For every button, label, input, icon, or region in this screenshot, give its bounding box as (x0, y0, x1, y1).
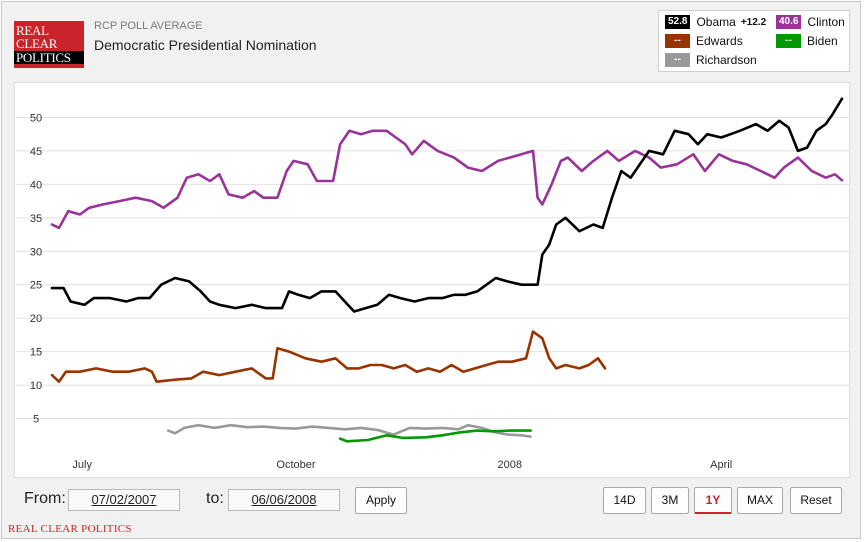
legend-item-biden[interactable]: -- Biden (776, 34, 838, 48)
series-line-edwards (50, 330, 607, 384)
legend-item-clinton[interactable]: 40.6 Clinton (776, 15, 845, 29)
legend-value-edwards: -- (665, 34, 690, 48)
legend-item-richardson[interactable]: -- Richardson (665, 53, 757, 67)
series-line-obama (50, 97, 844, 313)
x-tick-label-april: April (710, 459, 732, 471)
logo-line-1: REAL (16, 23, 49, 38)
range-14d-button[interactable]: 14D (603, 487, 646, 514)
y-tick-label-20: 20 (30, 313, 42, 325)
reset-button[interactable]: Reset (790, 487, 842, 514)
y-tick-label-5: 5 (33, 414, 39, 426)
from-date-input[interactable]: 07/02/2007 (68, 489, 180, 511)
y-tick-label-30: 30 (30, 246, 42, 258)
range-1y-button[interactable]: 1Y (694, 487, 732, 514)
chart-title: Democratic Presidential Nomination (94, 37, 317, 53)
legend-label-clinton: Clinton (807, 15, 845, 29)
legend-value-obama: 52.8 (665, 15, 691, 29)
series-line-clinton (50, 129, 844, 230)
range-max-button[interactable]: MAX (737, 487, 783, 514)
rcp-logo[interactable]: REAL CLEAR POLITICS (14, 21, 84, 68)
to-label: to: (206, 490, 224, 507)
range-3m-button[interactable]: 3M (651, 487, 689, 514)
apply-button[interactable]: Apply (355, 487, 407, 514)
legend-label-obama: Obama (696, 15, 736, 29)
y-tick-label-15: 15 (30, 347, 42, 359)
to-date-input[interactable]: 06/06/2008 (228, 489, 340, 511)
y-tick-label-45: 45 (30, 146, 42, 158)
y-tick-label-10: 10 (30, 380, 42, 392)
logo-line-2: CLEAR (16, 36, 58, 51)
y-tick-label-25: 25 (30, 280, 42, 292)
legend-item-edwards[interactable]: -- Edwards (665, 34, 743, 48)
poll-average-label: RCP POLL AVERAGE (94, 20, 203, 32)
logo-line-3: POLITICS (14, 51, 84, 64)
legend-value-clinton: 40.6 (776, 15, 802, 29)
from-label: From: (24, 490, 66, 507)
legend-value-biden: -- (776, 34, 801, 48)
legend-value-richardson: -- (665, 53, 690, 67)
legend-item-obama[interactable]: 52.8 Obama +12.2 (665, 15, 770, 29)
series-line-biden (338, 429, 532, 443)
y-tick-label-35: 35 (30, 213, 42, 225)
x-tick-label-october: October (276, 459, 315, 471)
legend-label-biden: Biden (807, 34, 838, 48)
y-tick-label-50: 50 (30, 112, 42, 124)
legend-label-richardson: Richardson (696, 53, 757, 67)
y-tick-label-40: 40 (30, 179, 42, 191)
x-tick-label-2008: 2008 (497, 459, 521, 471)
legend: 52.8 Obama +12.2 40.6 Clinton -- Edwards… (658, 10, 850, 72)
x-tick-label-july: July (72, 459, 92, 471)
date-range-controls: From: 07/02/2007 to: 06/06/2008 Apply 14… (14, 482, 850, 518)
legend-spread-obama: +12.2 (740, 16, 767, 28)
footer-brand[interactable]: REAL CLEAR POLITICS (8, 523, 132, 535)
legend-label-edwards: Edwards (696, 34, 743, 48)
series-line-richardson (166, 423, 532, 438)
